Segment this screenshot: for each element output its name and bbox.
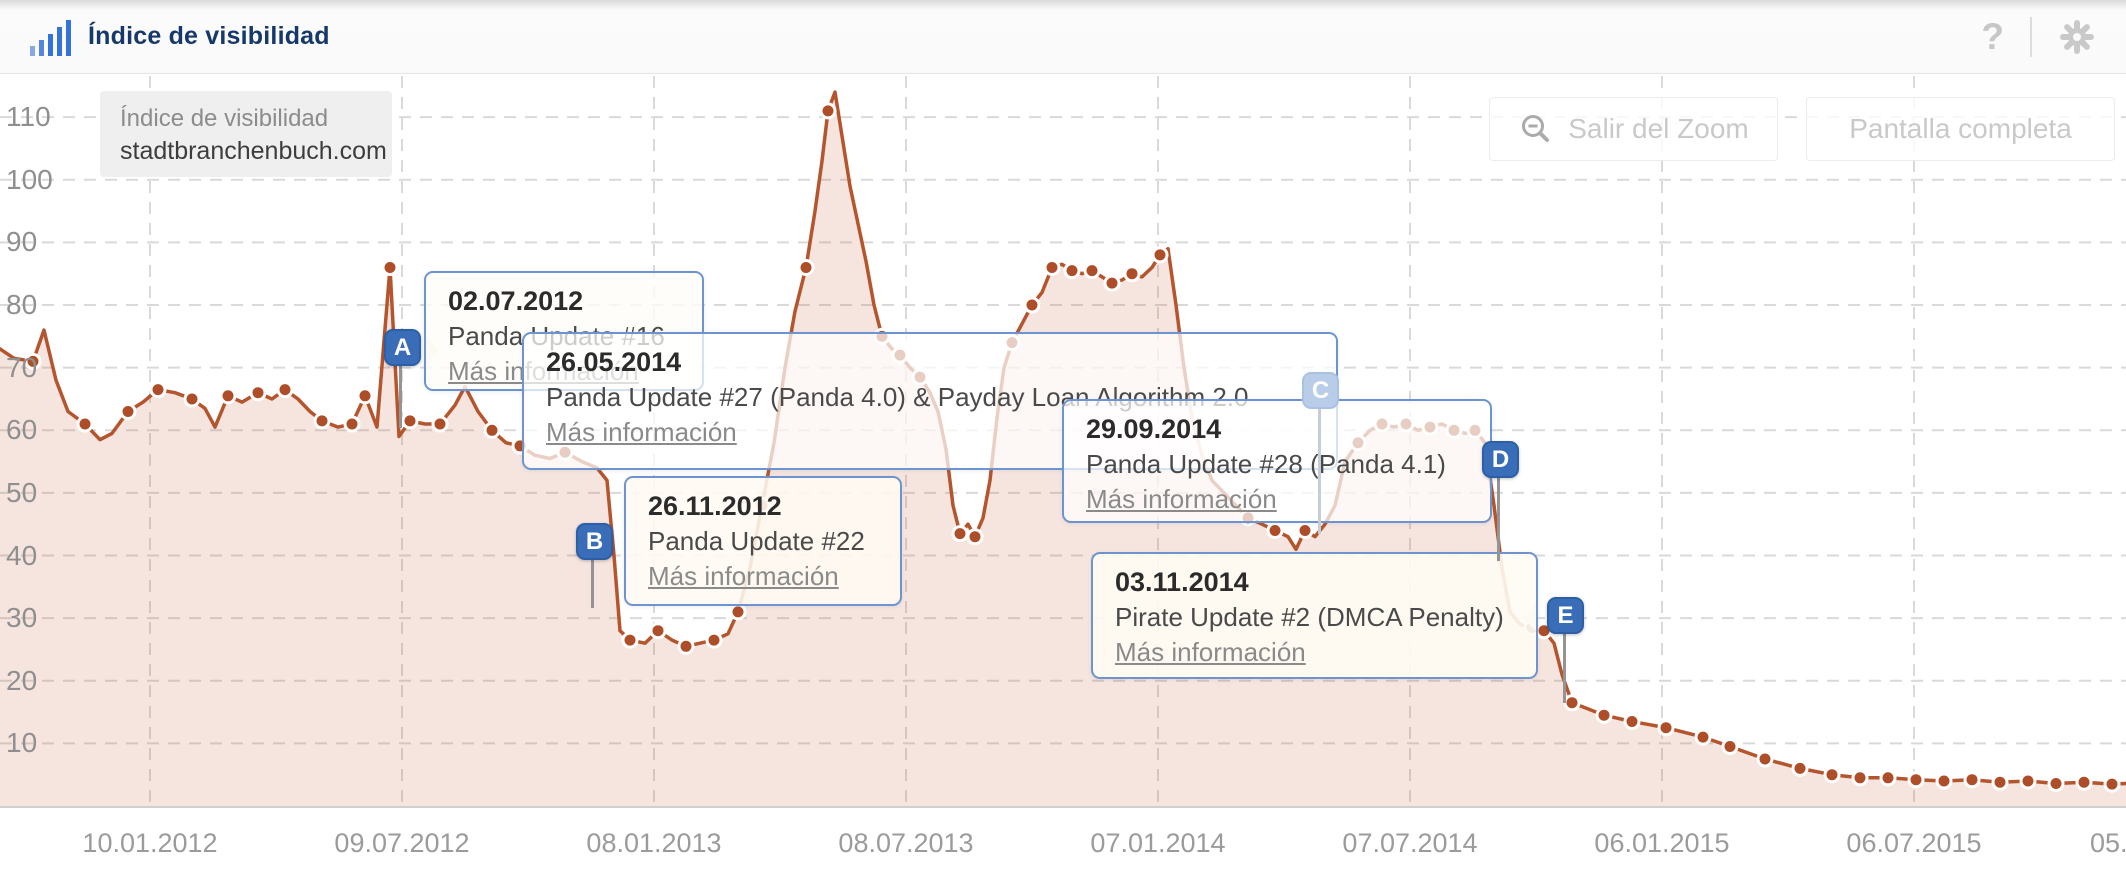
y-axis-label-60: 60 — [6, 414, 38, 446]
annotation-box-a-arrow — [426, 335, 440, 365]
event-badge-b[interactable]: B — [576, 523, 613, 560]
y-axis-label-10: 10 — [6, 727, 38, 759]
help-icon[interactable]: ? — [1981, 16, 2004, 57]
event-connector-d — [1497, 477, 1500, 561]
header-divider — [2030, 16, 2032, 57]
x-axis-label: 06.07.2015 — [1846, 828, 1982, 858]
more-info-link[interactable]: Más información — [546, 417, 737, 447]
settings-gear-icon[interactable] — [2058, 18, 2096, 56]
y-axis-label-50: 50 — [6, 476, 38, 508]
more-info-link[interactable]: Más información — [1115, 637, 1306, 667]
annotation-date: 26.11.2012 — [648, 491, 782, 521]
annotation-box-d: 29.09.2014 Panda Update #28 (Panda 4.1) … — [1062, 399, 1492, 523]
annotation-box-b-arrow — [626, 529, 640, 559]
x-axis-label: 07.07.2014 — [1342, 828, 1478, 858]
annotation-box-e-arrow — [1522, 603, 1536, 633]
page-title: Índice de visibilidad — [88, 22, 330, 50]
y-axis-label-40: 40 — [6, 539, 38, 571]
event-badge-a[interactable]: A — [384, 329, 421, 366]
legend-metric-label: Índice de visibilidad — [120, 105, 329, 132]
y-axis-label-90: 90 — [6, 226, 38, 258]
event-badge-d[interactable]: D — [1482, 441, 1519, 478]
y-axis-label-100: 100 — [6, 163, 53, 195]
annotation-title: Panda Update #28 (Panda 4.1) — [1086, 449, 1446, 479]
annotation-date: 26.05.2014 — [546, 347, 682, 377]
y-axis-label-20: 20 — [6, 664, 38, 696]
x-axis-label: 05. — [2090, 828, 2126, 858]
y-axis-label-110: 110 — [6, 101, 51, 133]
y-axis-label-70: 70 — [6, 351, 38, 383]
x-axis-label: 07.01.2014 — [1090, 828, 1226, 858]
annotation-date: 02.07.2012 — [448, 286, 584, 316]
annotation-title: Pirate Update #2 (DMCA Penalty) — [1115, 602, 1504, 632]
exit-zoom-label: Salir del Zoom — [1568, 113, 1749, 144]
event-connector-c — [1318, 408, 1321, 534]
event-badge-c[interactable]: C — [1302, 372, 1339, 409]
more-info-link[interactable]: Más información — [648, 561, 839, 591]
x-axis-label: 09.07.2012 — [334, 828, 470, 858]
annotation-title: Panda Update #22 — [648, 526, 865, 556]
event-badge-e[interactable]: E — [1547, 597, 1584, 634]
x-axis-label: 06.01.2015 — [1594, 828, 1730, 858]
x-axis-label: 08.07.2013 — [838, 828, 974, 858]
annotation-date: 03.11.2014 — [1115, 567, 1249, 597]
x-axis-label: 08.01.2013 — [586, 828, 722, 858]
annotation-date: 29.09.2014 — [1086, 414, 1222, 444]
y-axis-label-30: 30 — [6, 602, 38, 634]
visibility-index-icon — [30, 19, 71, 56]
legend-domain-label: stadtbranchenbuch.com — [120, 137, 387, 165]
annotation-box-e: 03.11.2014 Pirate Update #2 (DMCA Penalt… — [1091, 552, 1538, 679]
more-info-link[interactable]: Más información — [1086, 484, 1277, 514]
y-axis-label-80: 80 — [6, 289, 38, 321]
event-connector-b — [591, 560, 594, 608]
panel-header: Índice de visibilidad ? — [0, 0, 2126, 74]
fullscreen-label: Pantalla completa — [1849, 113, 2072, 144]
exit-zoom-button[interactable]: Salir del Zoom — [1489, 97, 1778, 161]
x-axis-label: 10.01.2012 — [82, 828, 218, 858]
annotation-box-b: 26.11.2012 Panda Update #22 Más informac… — [624, 476, 902, 606]
event-connector-e — [1563, 633, 1566, 703]
zoom-out-icon — [1522, 115, 1550, 142]
event-connector-a — [399, 366, 402, 428]
fullscreen-button[interactable]: Pantalla completa — [1806, 97, 2115, 161]
series-legend: Índice de visibilidad stadtbranchenbuch.… — [100, 91, 392, 177]
